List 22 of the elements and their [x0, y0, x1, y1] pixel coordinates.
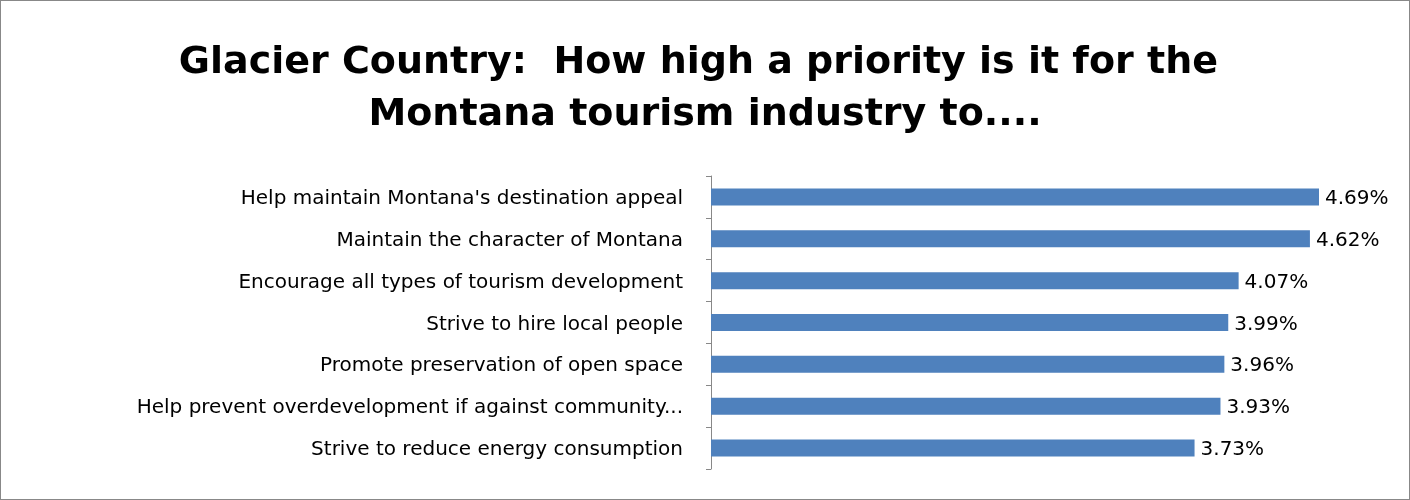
y-tick-label: Strive to reduce energy consumption: [311, 436, 683, 461]
bar: [711, 439, 1195, 457]
data-label: 3.99%: [1234, 310, 1298, 335]
y-tick-label: Strive to hire local people: [426, 310, 683, 335]
data-label: 3.73%: [1200, 436, 1265, 461]
bar: [711, 272, 1239, 290]
data-label: 3.93%: [1226, 394, 1291, 419]
y-tick-label: Promote preservation of open space: [319, 352, 683, 377]
bar: [711, 230, 1310, 248]
bar: [711, 314, 1229, 331]
bar: [711, 188, 1319, 206]
data-label: 3.96%: [1230, 352, 1294, 377]
data-label: 4.07%: [1244, 268, 1309, 293]
bar: [711, 397, 1221, 415]
data-label: 4.62%: [1315, 226, 1380, 251]
chart-title: Glacier Country: How high a priority is it for the Montana tourism industry to....: [178, 38, 1232, 134]
bar: [711, 355, 1225, 373]
y-tick-label: Maintain the character of Montana: [336, 226, 683, 251]
y-tick-label: Help maintain Montana's destination appeal: [240, 184, 683, 209]
data-label: 4.69%: [1325, 184, 1389, 209]
y-tick-label: Help prevent overdevelopment if against community...: [136, 394, 683, 419]
y-tick-label: Encourage all types of tourism development: [238, 268, 684, 293]
